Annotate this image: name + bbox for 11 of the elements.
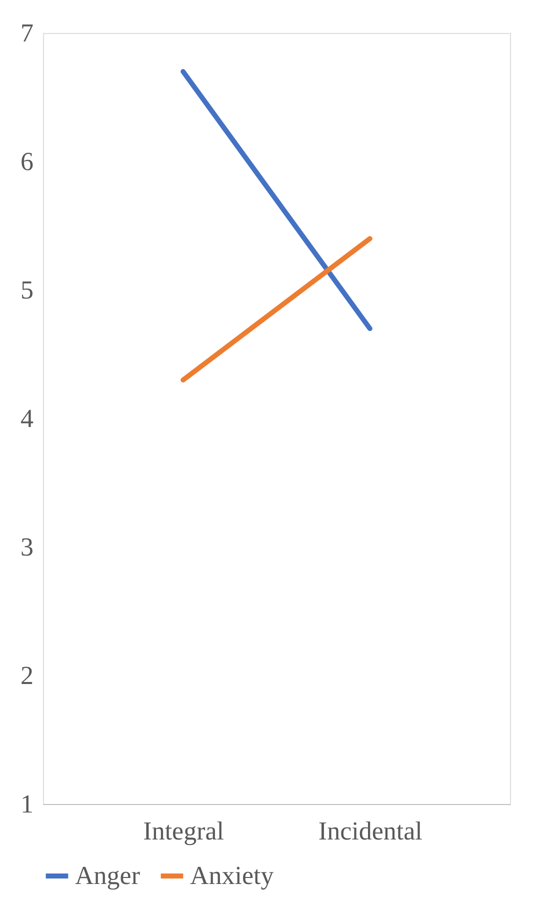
y-tick-label: 4 — [20, 404, 34, 433]
y-tick-label: 1 — [20, 790, 34, 818]
y-tick-label: 3 — [20, 532, 34, 562]
y-tick-label: 6 — [20, 147, 34, 176]
x-tick-label: Integral — [143, 816, 224, 846]
legend-label: Anxiety — [190, 861, 274, 890]
legend-label: Anger — [75, 861, 140, 890]
x-tick-label: Incidental — [318, 816, 422, 846]
y-tick-label: 5 — [20, 276, 34, 304]
y-tick-label: 2 — [20, 661, 34, 690]
y-tick-label: 7 — [20, 18, 34, 48]
